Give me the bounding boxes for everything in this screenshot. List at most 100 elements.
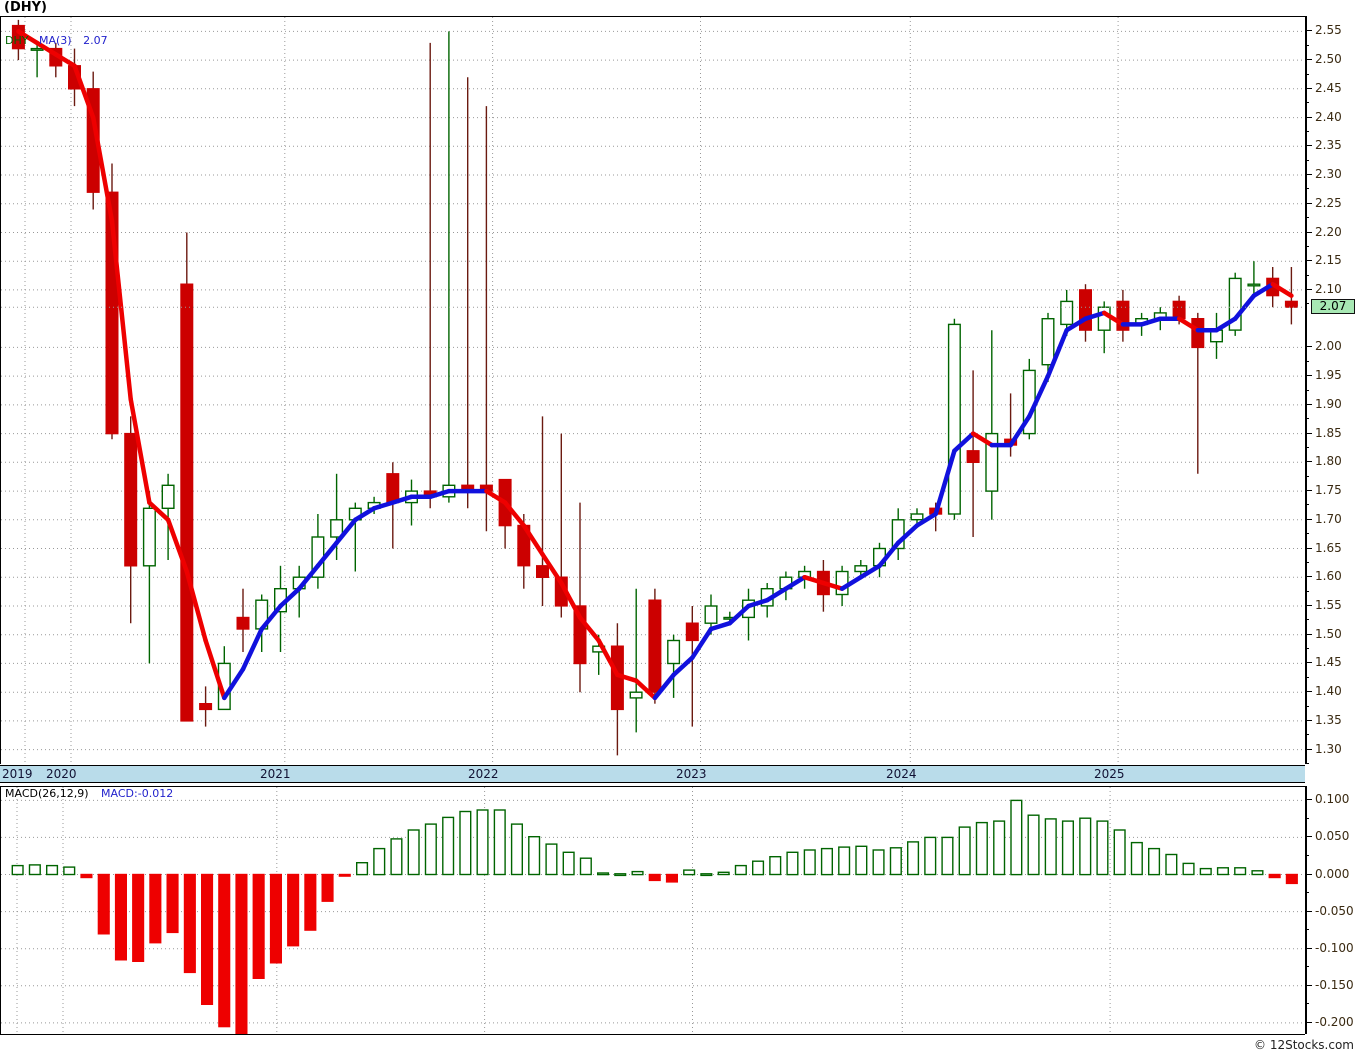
tick-mark [1305,836,1312,838]
tick-label: -0.150 [1315,977,1354,992]
tick-mark [1305,188,1309,190]
tick-mark [1305,87,1312,89]
tick-mark [1305,691,1312,693]
tick-label: 2.30 [1315,167,1342,181]
tick-mark [1305,662,1312,664]
tick-mark [1305,303,1309,305]
tick-label: 2.10 [1315,281,1342,296]
tick-mark [1305,763,1309,764]
tick-mark [1305,561,1309,563]
x-axis-label-top: 2021 [260,767,291,781]
tick-label: 1.85 [1315,425,1342,440]
tick-mark [1305,418,1309,420]
tick-mark [1305,1021,1312,1023]
tick-mark [1305,676,1309,678]
tick-mark [1305,910,1312,912]
tick-mark [1305,447,1309,448]
tick-mark [1305,73,1309,75]
tick-mark [1305,44,1309,46]
tick-label: 1.40 [1315,684,1342,699]
tick-mark [1305,130,1309,132]
tick-label: 1.30 [1315,741,1342,756]
x-axis-label-top: 2020 [46,767,77,781]
tick-mark [1305,231,1312,233]
tick-label: 1.75 [1315,483,1342,498]
macd-chart-panel: MACD(26,12,9) MACD:-0.012 [0,786,1305,1034]
legend-ma-value: 2.07 [83,34,108,47]
tick-mark [1305,1003,1309,1005]
tick-label: 1.55 [1315,598,1342,612]
macd-legend-value: MACD:-0.012 [101,787,174,800]
tick-mark [1305,873,1312,875]
tick-mark [1305,705,1309,707]
tick-mark [1305,576,1312,578]
legend-ma-label: MA(3) [38,34,72,47]
x-axis-label-top: 2023 [676,767,707,781]
macd-legend-name: MACD(26,12,9) [5,787,89,800]
tick-mark [1305,984,1312,986]
tick-label: 1.35 [1315,712,1342,727]
tick-label: -0.200 [1315,1014,1354,1029]
tick-label: 1.50 [1315,626,1342,641]
x-axis-band-price: 2019 2020 2021 2022 2023 2024 2025 [0,765,1305,783]
tick-mark [1305,102,1309,104]
tick-mark [1305,30,1312,32]
footer: © 12Stocks.com [0,1035,1360,1056]
tick-mark [1305,461,1312,463]
tick-mark [1305,490,1312,492]
x-axis-label-top: 2022 [468,767,499,781]
tick-mark [1305,217,1309,219]
copyright-credit: © 12Stocks.com [1254,1038,1354,1052]
tick-mark [1305,748,1312,750]
tick-mark [1305,403,1312,405]
tick-label: 2.45 [1315,80,1342,95]
tick-label: 1.65 [1315,540,1342,555]
tick-label: 2.55 [1315,23,1342,38]
tick-mark [1305,375,1312,377]
tick-label: 1.70 [1315,511,1342,526]
tick-mark [1305,892,1309,894]
price-plot-canvas [1,17,1305,764]
tick-label: 2.20 [1315,224,1342,239]
tick-mark [1305,547,1312,549]
tick-label: 1.60 [1315,569,1342,584]
tick-mark [1305,799,1312,801]
tick-mark [1305,59,1312,61]
last-price-badge: 2.07 [1311,299,1355,315]
tick-mark [1305,346,1312,348]
tick-mark [1305,260,1312,262]
price-chart-panel: DHY MA(3) 2.07 [0,16,1305,764]
tick-mark [1305,475,1309,477]
macd-plot-canvas [1,787,1305,1034]
macd-legend: MACD(26,12,9) MACD:-0.012 [5,788,173,800]
tick-mark [1305,274,1309,276]
tick-mark [1305,518,1312,520]
tick-mark [1305,174,1312,175]
tick-mark [1305,116,1312,118]
tick-label: 2.35 [1315,138,1342,153]
tick-mark [1305,619,1309,621]
tick-mark [1305,360,1309,362]
tick-mark [1305,719,1312,721]
tick-mark [1305,947,1312,949]
tick-label: -0.100 [1315,940,1354,955]
tick-label: 1.45 [1315,655,1342,670]
legend-symbol: DHY [5,34,29,47]
tick-mark [1305,648,1309,650]
tick-mark [1305,432,1312,434]
x-axis-label-top: 2019 [2,767,33,781]
tick-mark [1305,966,1309,968]
tick-mark [1305,633,1312,635]
tick-label: 2.40 [1315,109,1342,124]
tick-label: 2.50 [1315,52,1342,67]
tick-mark [1305,245,1309,247]
tick-label: -0.050 [1315,903,1354,918]
x-axis-label-top: 2025 [1094,767,1125,781]
tick-label: 0.100 [1315,792,1350,807]
tick-label: 2.15 [1315,253,1342,268]
tick-mark [1305,202,1312,204]
tick-label: 2.25 [1315,195,1342,210]
price-legend: DHY MA(3) 2.07 [5,35,108,47]
tick-label: 1.95 [1315,368,1342,383]
